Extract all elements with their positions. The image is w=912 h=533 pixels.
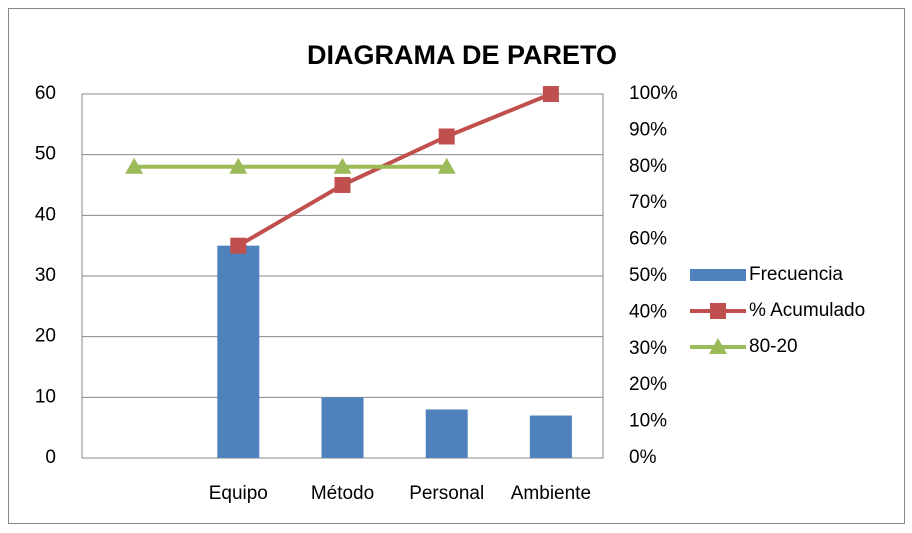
marker bbox=[542, 86, 559, 102]
y2-tick-label: 50% bbox=[629, 265, 667, 286]
y2-tick-label: 80% bbox=[629, 156, 667, 177]
y2-tick-label: 10% bbox=[629, 411, 667, 432]
bar bbox=[425, 409, 468, 458]
legend-label: 80-20 bbox=[749, 336, 798, 357]
x-tick-label: Equipo bbox=[209, 483, 268, 504]
legend-label: % Acumulado bbox=[749, 300, 865, 321]
bar bbox=[321, 397, 364, 458]
x-tick-label: Ambiente bbox=[511, 483, 591, 504]
y2-tick-label: 90% bbox=[629, 119, 667, 140]
y-tick-label: 60 bbox=[35, 83, 56, 104]
y2-tick-label: 30% bbox=[629, 338, 667, 359]
y2-tick-label: 0% bbox=[629, 447, 657, 468]
y-tick-label: 30 bbox=[35, 265, 56, 286]
x-tick-label: Personal bbox=[409, 483, 484, 504]
bar bbox=[217, 245, 260, 458]
marker bbox=[229, 157, 248, 174]
y2-tick-label: 20% bbox=[629, 374, 667, 395]
x-tick-label: Método bbox=[311, 483, 374, 504]
y-tick-label: 10 bbox=[35, 386, 56, 407]
y-tick-label: 0 bbox=[45, 447, 56, 468]
y2-tick-label: 100% bbox=[629, 83, 678, 104]
marker bbox=[230, 237, 247, 254]
y2-tick-label: 60% bbox=[629, 229, 667, 250]
marker bbox=[710, 303, 726, 319]
legend-swatch bbox=[690, 269, 746, 281]
y2-tick-label: 70% bbox=[629, 192, 667, 213]
marker bbox=[709, 338, 727, 354]
line bbox=[237, 92, 552, 248]
y2-tick-label: 40% bbox=[629, 301, 667, 322]
legend-label: Frecuencia bbox=[749, 264, 843, 285]
y-tick-label: 50 bbox=[35, 144, 56, 165]
chart-title: DIAGRAMA DE PARETO bbox=[307, 40, 617, 70]
marker bbox=[437, 157, 456, 174]
bar bbox=[529, 415, 572, 458]
marker bbox=[333, 157, 352, 174]
y-tick-label: 40 bbox=[35, 204, 56, 225]
y-tick-label: 20 bbox=[35, 326, 56, 347]
marker bbox=[438, 128, 455, 145]
marker bbox=[334, 177, 351, 193]
marker bbox=[125, 157, 144, 174]
